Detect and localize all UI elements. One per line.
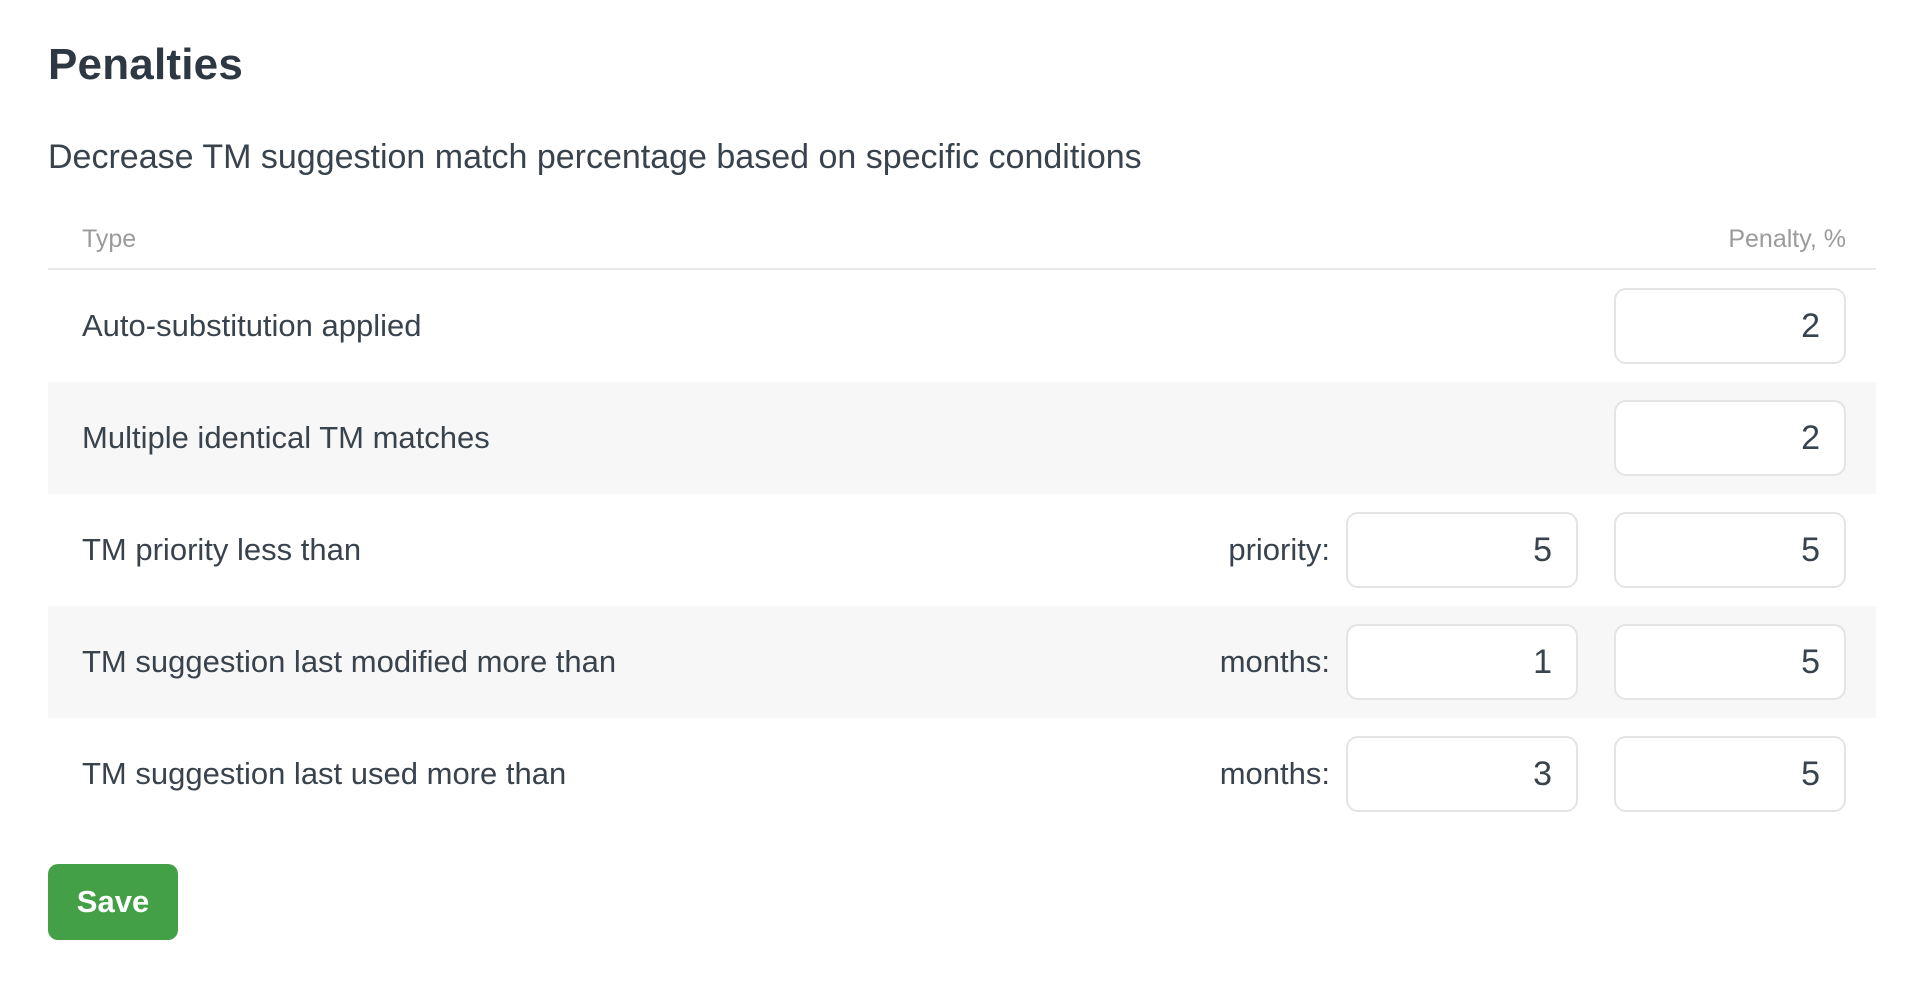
condition-value-input[interactable]	[1346, 736, 1578, 813]
penalty-type-label: Auto-substitution applied	[82, 308, 422, 344]
penalty-input[interactable]	[1614, 624, 1846, 701]
condition-value-label: months:	[1219, 756, 1330, 792]
save-button[interactable]: Save	[48, 864, 178, 941]
condition-group: months:	[1219, 736, 1614, 813]
penalty-type-label: Multiple identical TM matches	[82, 420, 490, 456]
penalties-table: Type Penalty, % Auto-substitution applie…	[48, 225, 1876, 830]
condition-value-label: priority:	[1228, 532, 1330, 568]
penalty-type-label: TM priority less than	[82, 532, 362, 568]
table-body: Auto-substitution applied Multiple ident…	[48, 270, 1876, 830]
penalty-input[interactable]	[1614, 288, 1846, 365]
condition-value-input[interactable]	[1346, 624, 1578, 701]
condition-value-input[interactable]	[1346, 512, 1578, 589]
table-row: Auto-substitution applied	[48, 270, 1876, 382]
page-subtitle: Decrease TM suggestion match percentage …	[48, 137, 1142, 176]
table-row: Multiple identical TM matches	[48, 382, 1876, 495]
page-title: Penalties	[48, 40, 244, 89]
penalty-type-label: TM suggestion last used more than	[82, 756, 567, 792]
penalty-input[interactable]	[1614, 400, 1846, 477]
condition-group: months:	[1219, 624, 1614, 701]
column-header-type: Type	[82, 225, 137, 254]
condition-group: priority:	[1228, 512, 1614, 589]
penalty-type-label: TM suggestion last modified more than	[82, 644, 617, 680]
table-header-row: Type Penalty, %	[48, 225, 1876, 271]
penalty-input[interactable]	[1614, 512, 1846, 589]
penalty-input[interactable]	[1614, 736, 1846, 813]
condition-value-label: months:	[1219, 644, 1330, 680]
table-row: TM suggestion last modified more than mo…	[48, 606, 1876, 719]
table-row: TM suggestion last used more than months…	[48, 718, 1876, 830]
penalties-settings-page: Penalties Decrease TM suggestion match p…	[48, 40, 1876, 941]
column-header-penalty: Penalty, %	[1728, 225, 1846, 254]
table-row: TM priority less than priority:	[48, 494, 1876, 606]
